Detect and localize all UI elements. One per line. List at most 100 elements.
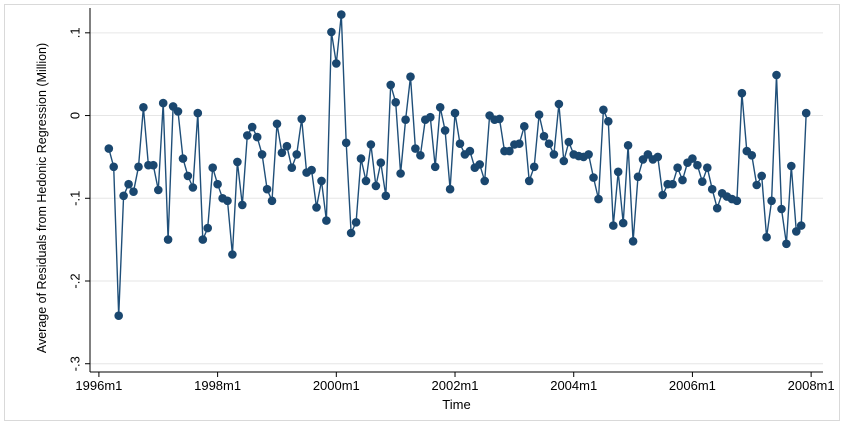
data-point: [351, 218, 361, 227]
data-point: [480, 176, 490, 186]
data-point: [183, 171, 193, 181]
data-point: [346, 228, 356, 238]
data-point: [243, 131, 252, 140]
data-point: [193, 108, 203, 118]
data-point: [267, 196, 277, 206]
x-tick-label: 2000m1: [313, 378, 360, 393]
data-point: [594, 194, 603, 204]
x-axis-title: Time: [442, 397, 470, 412]
data-point: [515, 139, 524, 148]
data-point: [257, 150, 267, 159]
y-axis-ticks: .1 0 -.1 -.2 -.3: [67, 27, 90, 371]
gridlines: [90, 32, 823, 365]
data-point: [678, 175, 687, 185]
data-point: [549, 150, 559, 159]
data-point: [262, 184, 272, 194]
data-point: [104, 144, 114, 153]
data-point: [732, 196, 742, 206]
data-point: [539, 131, 549, 141]
data-point: [658, 190, 667, 200]
data-point: [272, 119, 282, 129]
y-tick-label: 0: [67, 112, 82, 119]
chart-frame: [4, 4, 840, 421]
data-point: [396, 169, 405, 178]
data-point: [465, 146, 475, 156]
data-point: [282, 141, 292, 151]
data-point: [366, 140, 376, 149]
data-point: [623, 141, 633, 150]
data-point: [297, 114, 307, 124]
data-point: [584, 150, 593, 159]
y-tick-label: -.3: [67, 356, 82, 371]
data-point: [762, 232, 771, 242]
data-point: [777, 204, 786, 214]
data-point: [124, 179, 133, 189]
data-point: [430, 162, 440, 172]
data-point: [134, 162, 143, 172]
data-point: [673, 163, 682, 172]
data-point: [440, 126, 450, 135]
data-point: [529, 162, 539, 172]
x-tick-label: 2006m1: [669, 378, 716, 393]
data-point: [618, 218, 628, 228]
data-point: [554, 99, 564, 109]
y-tick-label: .1: [67, 27, 82, 38]
data-point: [208, 163, 217, 172]
y-tick-label: -.1: [67, 191, 82, 206]
data-point: [787, 161, 796, 171]
data-point: [198, 235, 208, 244]
x-tick-label: 1998m1: [194, 378, 241, 393]
data-point: [628, 237, 638, 246]
x-tick-label: 1996m1: [75, 378, 122, 393]
data-point: [712, 203, 722, 213]
data-point: [653, 152, 663, 162]
data-point: [158, 98, 168, 108]
data-point: [114, 311, 123, 321]
data-point: [801, 108, 811, 118]
data-point: [589, 173, 598, 182]
data-point: [703, 163, 712, 172]
data-point: [796, 221, 806, 230]
data-point: [693, 160, 702, 170]
data-point: [406, 72, 415, 81]
data-point: [747, 151, 757, 160]
data-point: [767, 196, 776, 206]
data-point: [450, 108, 460, 118]
data-point: [559, 156, 569, 166]
data-point: [233, 157, 242, 167]
data-point: [505, 146, 514, 156]
data-point: [149, 160, 158, 170]
data-point: [604, 117, 613, 126]
x-axis-ticks: 1996m1 1998m1 2000m1 2002m1 2004m1 2006m1 2008…: [75, 372, 835, 393]
data-point: [668, 179, 677, 189]
data-point: [247, 122, 257, 132]
data-series: [104, 10, 811, 321]
data-point: [213, 179, 222, 189]
data-point: [252, 132, 262, 142]
data-point: [376, 158, 386, 167]
data-point: [752, 180, 761, 190]
data-point: [698, 177, 707, 186]
data-point: [782, 239, 791, 249]
data-point: [163, 235, 173, 244]
x-tick-label: 2008m1: [788, 378, 835, 393]
data-point: [317, 176, 326, 186]
data-point: [609, 221, 618, 230]
data-point: [361, 176, 371, 186]
data-point: [426, 112, 435, 122]
data-point: [154, 185, 163, 195]
data-point: [173, 107, 183, 116]
data-point: [119, 191, 128, 201]
data-point: [435, 103, 445, 112]
data-point: [455, 139, 465, 148]
x-tick-label: 2002m1: [432, 378, 479, 393]
data-point: [411, 144, 420, 153]
data-point: [707, 184, 717, 194]
data-point: [386, 80, 396, 90]
x-tick-label: 2004m1: [550, 378, 597, 393]
data-point: [495, 114, 504, 124]
data-point: [475, 160, 485, 169]
axes: [89, 8, 823, 373]
data-point: [445, 184, 455, 194]
